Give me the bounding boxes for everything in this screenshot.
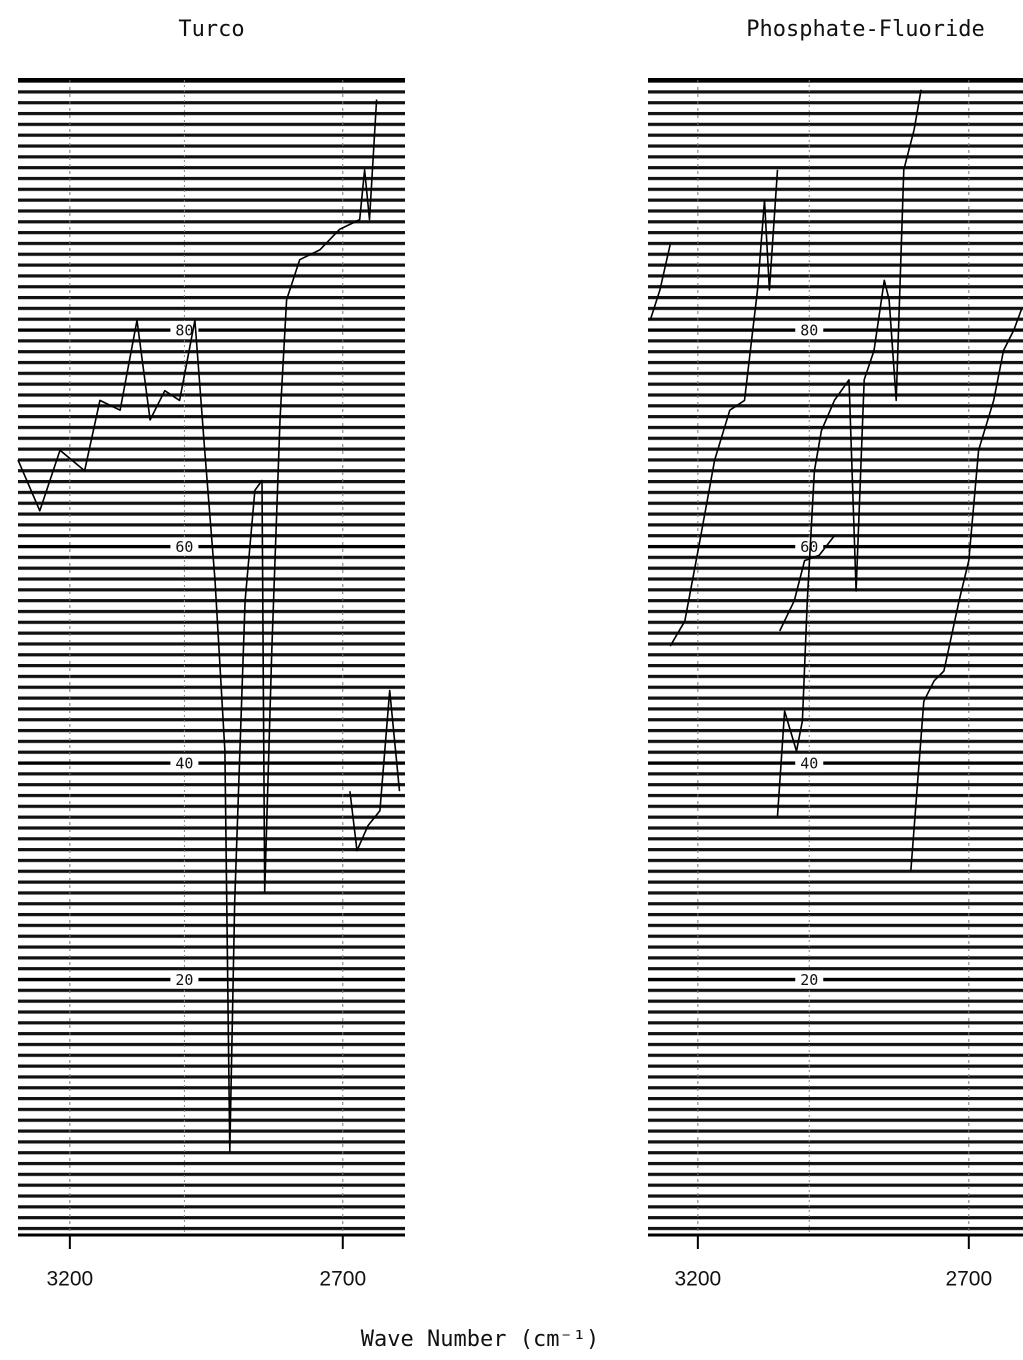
y-label-bg xyxy=(795,754,824,773)
spectrum-trace xyxy=(649,89,1023,872)
y-label-bg xyxy=(170,970,199,989)
y-tick-label: 80 xyxy=(800,322,818,340)
y-tick-label: 20 xyxy=(800,971,818,989)
x-tick-label: 3200 xyxy=(674,1268,721,1291)
x-tick-label: 2700 xyxy=(319,1268,366,1291)
y-label-bg xyxy=(170,537,199,556)
x-tick-label: 3200 xyxy=(46,1268,93,1291)
spectrum-trace xyxy=(17,99,401,1153)
x-axis-label: Wave Number (cm⁻¹) xyxy=(361,1327,599,1352)
y-tick-label: 40 xyxy=(800,755,818,773)
chart-title: Turco xyxy=(178,17,244,42)
y-tick-label: 40 xyxy=(175,755,193,773)
y-label-bg xyxy=(170,754,199,773)
y-tick-label: 80 xyxy=(175,322,193,340)
y-tick-label: 20 xyxy=(175,971,193,989)
chart-title: Phosphate-Fluoride xyxy=(746,17,984,42)
y-label-bg xyxy=(795,537,824,556)
x-tick-label: 2700 xyxy=(945,1268,992,1291)
y-tick-label: 60 xyxy=(175,538,193,556)
y-tick-label: 60 xyxy=(800,538,818,556)
y-label-bg xyxy=(795,321,824,340)
y-label-bg xyxy=(795,970,824,989)
chart-paper xyxy=(18,80,405,1235)
chart-paper xyxy=(648,80,1023,1235)
